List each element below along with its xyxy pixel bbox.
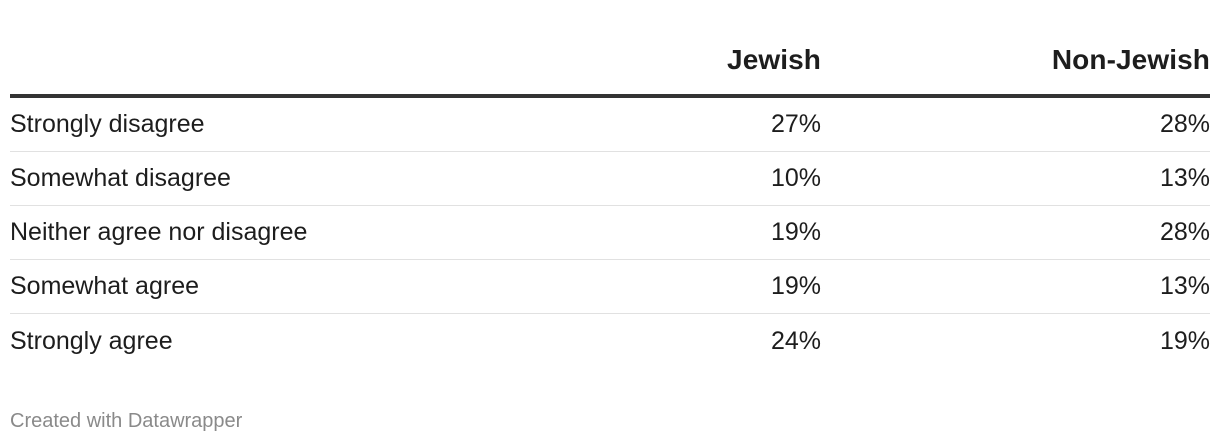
table-row: Somewhat disagree 10% 13% <box>10 152 1210 206</box>
row-label: Somewhat disagree <box>10 164 231 192</box>
cell-jewish: 19% <box>770 272 821 300</box>
footer-credit: Created with Datawrapper <box>10 410 243 432</box>
column-header-non-jewish: Non-Jewish <box>1051 44 1210 75</box>
cell-non-jewish: 13% <box>1159 272 1210 300</box>
data-table: Jewish Non-Jewish Strongly disagree 27% … <box>10 40 1210 368</box>
cell-jewish: 27% <box>770 110 821 138</box>
cell-jewish: 24% <box>770 326 821 355</box>
table-row: Strongly disagree 27% 28% <box>10 98 1210 152</box>
column-header-jewish: Jewish <box>727 44 821 75</box>
cell-jewish: 10% <box>770 164 821 192</box>
row-label: Neither agree nor disagree <box>10 218 308 246</box>
table-row: Somewhat agree 19% 13% <box>10 260 1210 314</box>
row-label: Strongly agree <box>10 326 173 355</box>
row-label: Strongly disagree <box>10 110 205 138</box>
table-header-row: Jewish Non-Jewish <box>10 40 1210 98</box>
cell-non-jewish: 28% <box>1159 110 1210 138</box>
row-label: Somewhat agree <box>10 272 200 300</box>
cell-jewish: 19% <box>770 218 821 246</box>
cell-non-jewish: 19% <box>1159 326 1210 355</box>
cell-non-jewish: 28% <box>1159 218 1210 246</box>
cell-non-jewish: 13% <box>1159 164 1210 192</box>
table-row: Neither agree nor disagree 19% 28% <box>10 206 1210 260</box>
table-row: Strongly agree 24% 19% <box>10 314 1210 368</box>
